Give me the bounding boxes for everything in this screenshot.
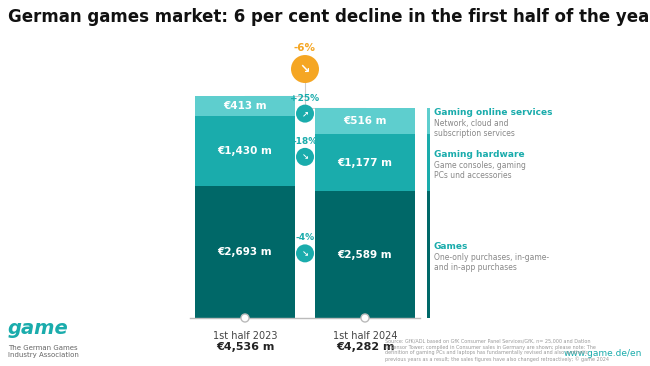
Text: €2,693 m: €2,693 m — [218, 247, 272, 257]
Text: €2,589 m: €2,589 m — [338, 250, 393, 259]
Text: €516 m: €516 m — [343, 116, 387, 126]
Circle shape — [291, 55, 319, 83]
Text: -6%: -6% — [294, 43, 316, 53]
Text: Gaming online services: Gaming online services — [434, 108, 552, 117]
Text: €1,177 m: €1,177 m — [337, 157, 393, 168]
Text: 1st half 2024: 1st half 2024 — [333, 331, 397, 341]
Circle shape — [241, 314, 249, 322]
Bar — [315, 108, 415, 134]
Text: ↘: ↘ — [302, 249, 309, 258]
Bar — [195, 116, 295, 186]
Bar — [195, 96, 295, 116]
Text: Gaming hardware: Gaming hardware — [434, 149, 525, 158]
Text: 1st half 2023: 1st half 2023 — [213, 331, 278, 341]
Bar — [427, 108, 430, 134]
Bar — [427, 191, 430, 318]
Bar — [427, 134, 430, 191]
Text: The German Games
Industry Association: The German Games Industry Association — [8, 345, 79, 358]
Text: +25%: +25% — [291, 94, 320, 102]
Text: -18%: -18% — [292, 137, 318, 146]
Bar — [315, 191, 415, 318]
Circle shape — [361, 314, 369, 322]
Text: ↗: ↗ — [302, 109, 309, 118]
Bar — [195, 186, 295, 318]
Text: Network, cloud and
subscription services: Network, cloud and subscription services — [434, 119, 515, 138]
Text: www.game.de/en: www.game.de/en — [564, 349, 642, 358]
Text: One-only purchases, in-game-
and in-app purchases: One-only purchases, in-game- and in-app … — [434, 253, 549, 272]
Text: German games market: 6 per cent decline in the first half of the year: German games market: 6 per cent decline … — [8, 8, 650, 26]
Text: Games: Games — [434, 242, 469, 251]
Circle shape — [296, 244, 314, 262]
Text: €1,430 m: €1,430 m — [218, 146, 272, 156]
Text: ↘: ↘ — [300, 63, 310, 75]
Text: €4,536 m: €4,536 m — [216, 342, 274, 352]
Circle shape — [296, 148, 314, 166]
Bar — [315, 134, 415, 191]
Circle shape — [296, 105, 314, 123]
Text: Game consoles, gaming
PCs und accessories: Game consoles, gaming PCs und accessorie… — [434, 161, 526, 180]
Text: ↘: ↘ — [302, 152, 309, 161]
Text: -4%: -4% — [296, 234, 315, 242]
Text: €4,282 m: €4,282 m — [336, 342, 395, 352]
Text: Source: GfK/ADL based on GfK Consumer Panel Services/GfK, n= 25,000 and Datlon
&: Source: GfK/ADL based on GfK Consumer Pa… — [385, 339, 609, 362]
Text: game: game — [8, 319, 69, 338]
Text: €413 m: €413 m — [223, 101, 266, 111]
